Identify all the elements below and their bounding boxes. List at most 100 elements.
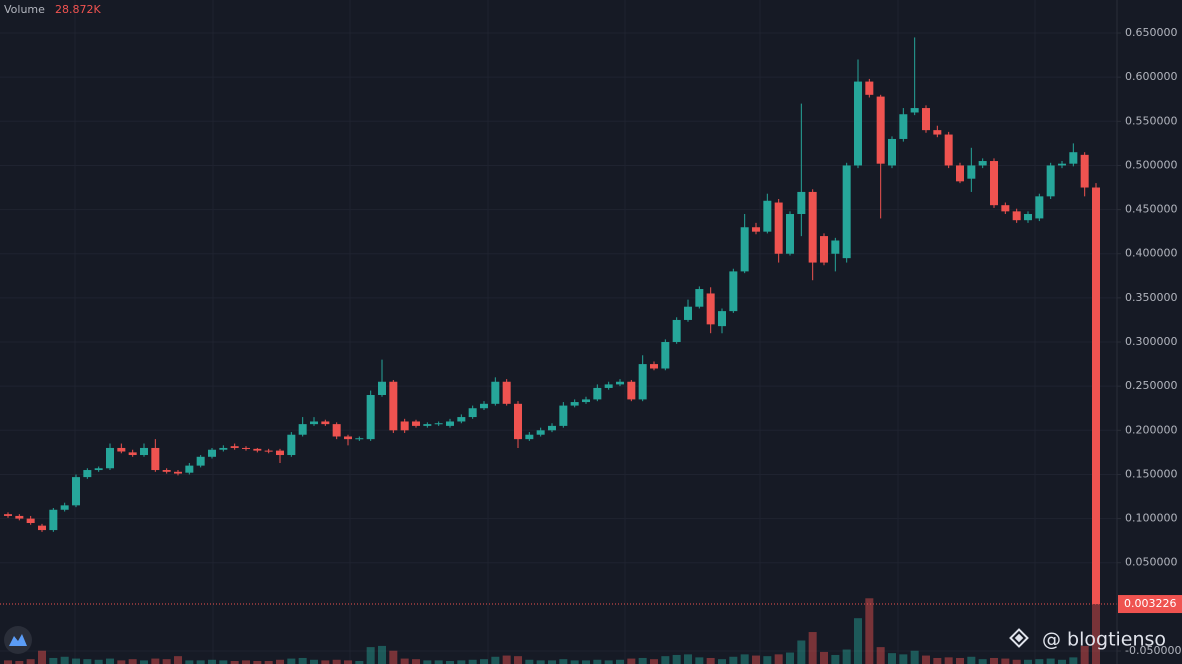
candle-body <box>457 417 466 422</box>
candle-body <box>264 450 273 452</box>
volume-bar <box>298 657 307 664</box>
volume-bar <box>570 660 579 664</box>
candle-body <box>60 505 69 510</box>
volume-bar <box>661 656 670 664</box>
volume-bar <box>763 656 772 664</box>
candle-body <box>151 447 160 471</box>
candle-body <box>1046 165 1055 197</box>
volume-bar <box>60 656 69 664</box>
watermark-icon <box>1009 628 1029 648</box>
candle-body <box>208 449 216 457</box>
volume-bar <box>1069 657 1078 664</box>
volume-bar <box>797 640 806 664</box>
volume-bar <box>26 659 35 664</box>
candle-body <box>752 227 760 232</box>
candle-body <box>1012 211 1021 221</box>
candle-body <box>287 434 296 456</box>
volume-bar <box>525 659 534 664</box>
logo[interactable] <box>4 626 32 654</box>
candle-body <box>185 465 194 473</box>
volume-bar <box>899 654 908 664</box>
volume-bar <box>967 656 976 664</box>
candle-body <box>15 515 24 519</box>
volume-bar <box>140 660 148 664</box>
candle-body <box>729 271 738 312</box>
volume-bar <box>457 660 466 664</box>
volume-bar <box>174 656 182 664</box>
candle-body <box>400 421 409 431</box>
volume-bar <box>253 660 262 664</box>
candle-body <box>854 81 862 166</box>
candle-body <box>570 402 579 406</box>
candle-body <box>1069 152 1078 164</box>
volume-bar <box>49 657 58 664</box>
volume-bar <box>287 658 296 664</box>
volume-bar <box>514 656 522 664</box>
candle-body <box>910 108 919 113</box>
volume-bar <box>536 660 545 664</box>
volume-bar <box>117 660 126 664</box>
volume-bar <box>128 659 137 664</box>
candle-body <box>378 381 386 395</box>
volume-bar <box>548 660 556 664</box>
volume-bar <box>616 659 624 664</box>
y-tick-label: 0.650000 <box>1125 26 1178 39</box>
volume-bar <box>219 660 228 664</box>
candle-body <box>616 381 624 385</box>
grid <box>0 0 1117 664</box>
candle-body <box>162 470 171 472</box>
volume-bar <box>718 659 726 664</box>
candle-body <box>49 509 58 531</box>
volume-bar <box>230 660 239 664</box>
candle-body <box>831 240 840 254</box>
volume-bar <box>412 659 420 664</box>
candle-body <box>638 364 647 400</box>
candle-body <box>650 364 658 369</box>
candle-body <box>763 200 772 232</box>
volume-bar <box>344 660 352 664</box>
volume-bar <box>94 659 103 664</box>
candle-body <box>706 293 715 325</box>
volume-bar <box>604 660 613 664</box>
volume-bar <box>162 659 171 664</box>
candle-body <box>1092 187 1100 605</box>
y-tick-label: 0.200000 <box>1125 423 1178 436</box>
volume-bar <box>944 657 953 664</box>
candle-body <box>536 430 545 435</box>
candle-body <box>502 381 511 404</box>
volume-bar <box>888 653 896 664</box>
candle-body <box>797 191 806 215</box>
volume-bar <box>389 650 398 664</box>
candle-body <box>956 165 964 182</box>
volume-bar <box>106 658 114 664</box>
candle-body <box>491 381 500 404</box>
volume-value: 28.872K <box>55 3 101 16</box>
volume-bar <box>321 660 330 664</box>
candle-body <box>1024 214 1032 221</box>
volume-bar <box>15 660 24 664</box>
candle-body <box>514 403 522 440</box>
volume-bar <box>355 660 364 664</box>
volume-bar <box>922 655 930 664</box>
candle-body <box>593 387 602 400</box>
volume-bar <box>706 657 715 664</box>
volume-bar <box>1024 659 1032 664</box>
candle-body <box>253 448 262 451</box>
watermark: @ blogtienso <box>1042 629 1166 651</box>
volume-bar <box>695 657 704 664</box>
candle-body <box>1080 154 1089 188</box>
candle-body <box>219 447 228 450</box>
candle-body <box>140 447 148 456</box>
candle-body <box>1001 205 1010 212</box>
candle-body <box>922 108 930 131</box>
y-tick-label: 0.500000 <box>1125 158 1178 171</box>
candle-body <box>117 447 126 452</box>
candle-body <box>72 477 80 506</box>
volume-bar <box>208 659 216 664</box>
y-tick-label: 0.400000 <box>1125 247 1178 260</box>
candle-body <box>128 452 137 456</box>
candle-body <box>321 421 330 425</box>
y-tick-label: 0.300000 <box>1125 335 1178 348</box>
volume-bar <box>582 660 590 664</box>
